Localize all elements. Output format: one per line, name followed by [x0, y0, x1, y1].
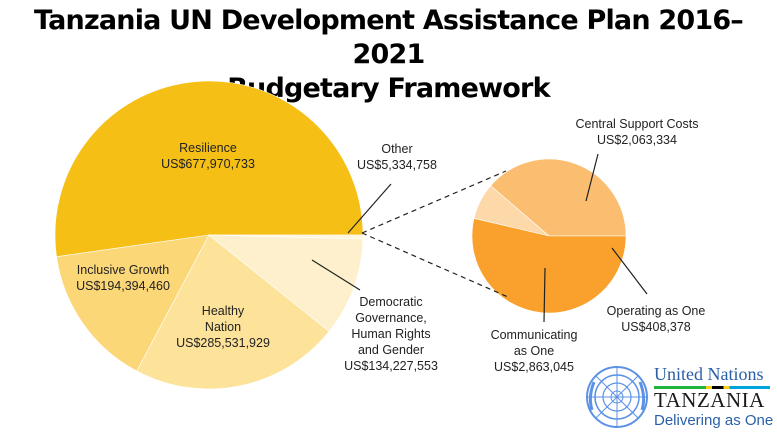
democratic-governance-label-3: Human Rights: [351, 327, 430, 341]
logo-text: United Nations TANZANIA Delivering as On…: [654, 364, 774, 430]
main-pie: [54, 80, 364, 390]
healthy-nation-label-1: Healthy: [202, 304, 245, 318]
slice-labels: Resilience US$677,970,733 Inclusive Growth…: [76, 117, 705, 374]
other-value: US$5,334,758: [357, 158, 437, 172]
leader-communicating-as-one: [543, 267, 546, 323]
logo-country-name: TANZANIA: [654, 388, 765, 412]
tanzania-flag-stripe: [654, 386, 770, 389]
democratic-governance-label-4: and Gender: [358, 343, 424, 357]
central-support-costs-label-1: Central Support Costs: [576, 117, 699, 131]
chart-title: Tanzania UN Development Assistance Plan …: [0, 4, 777, 106]
other-breakdown-pie: [471, 158, 627, 314]
inclusive-growth-value: US$194,394,460: [76, 279, 170, 293]
main-slice-resilience: [54, 80, 364, 258]
operating-as-one-label-1: Operating as One: [607, 304, 706, 318]
main-slice-inclusive-growth: [56, 234, 210, 372]
connector-top: [361, 170, 507, 234]
leader-central-support: [585, 153, 599, 202]
main-slice-healthy-nation: [136, 234, 330, 390]
main-slice-democratic-governance-human-rights-and-gender: [208, 234, 364, 332]
connector-lines: [311, 153, 648, 323]
chart-title-line-1: Tanzania UN Development Assistance Plan …: [33, 5, 744, 70]
un-tanzania-logo: United Nations TANZANIA Delivering as On…: [584, 361, 774, 433]
communicating-as-one-label-2: as One: [514, 344, 554, 358]
leader-operating-as-one: [611, 247, 648, 295]
communicating-as-one-value: US$2,863,045: [494, 360, 574, 374]
healthy-nation-value: US$285,531,929: [176, 336, 270, 350]
leader-democratic-governance: [311, 259, 361, 291]
resilience-label-1: Resilience: [179, 141, 237, 155]
democratic-governance-label-2: Governance,: [355, 311, 427, 325]
logo-org-name: United Nations: [654, 364, 764, 384]
other-label-1: Other: [381, 142, 412, 156]
communicating-as-one-label-1: Communicating: [491, 328, 578, 342]
logo-tagline: Delivering as One: [654, 412, 774, 429]
healthy-nation-label-2: Nation: [205, 320, 241, 334]
resilience-value: US$677,970,733: [161, 157, 255, 171]
operating-as-one-value: US$408,378: [621, 320, 691, 334]
central-support-costs-value: US$2,063,334: [597, 133, 677, 147]
leader-other: [347, 183, 392, 234]
main-slice-other: [208, 234, 364, 240]
democratic-governance-label-1: Democratic: [359, 295, 422, 309]
inclusive-growth-label-1: Inclusive Growth: [77, 263, 169, 277]
other-slice-communicating-as-one: [471, 218, 627, 314]
un-emblem-icon: [586, 366, 648, 428]
democratic-governance-value: US$134,227,553: [344, 359, 438, 373]
